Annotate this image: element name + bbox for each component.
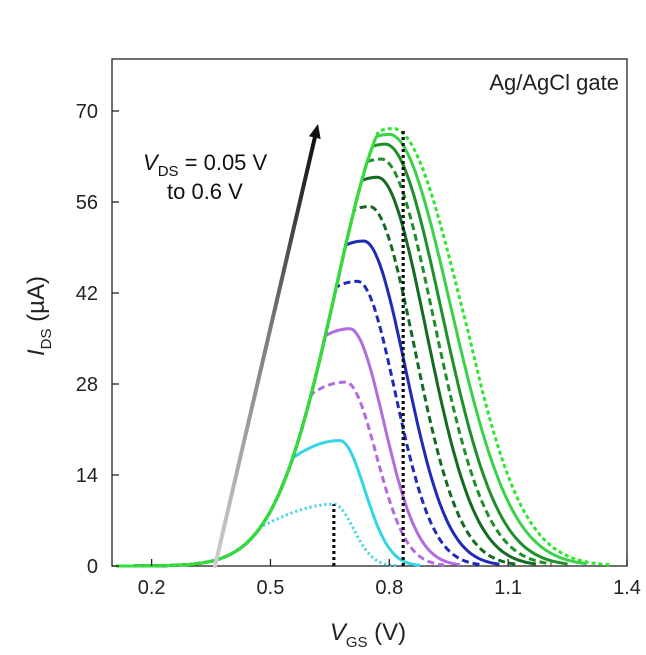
- x-tick-label: 0.5: [257, 577, 285, 599]
- y-axis-symbol: I: [23, 349, 50, 356]
- corner-label: Ag/AgCl gate: [489, 70, 619, 95]
- y-axis: 0 14 28 42 56 70: [76, 101, 119, 578]
- y-tick-label: 56: [76, 192, 98, 214]
- curve-vds: [116, 380, 445, 568]
- x-axis-symbol: V: [330, 619, 348, 646]
- vds-arrow: [213, 135, 317, 568]
- curve-vds: [116, 175, 537, 568]
- plot-area: VDS = 0.05 V to 0.6 V Ag/AgCl gate: [111, 58, 628, 568]
- x-axis-title: VGS (V): [330, 619, 406, 651]
- y-tick-label: 28: [76, 374, 98, 396]
- annotation-line-2: to 0.6 V: [167, 179, 243, 204]
- y-tick-label: 0: [87, 556, 98, 578]
- x-axis-unit: (V): [368, 619, 407, 646]
- plot-frame: [111, 58, 628, 567]
- x-axis: 0.2 0.5 0.8 1.1 1.4: [138, 559, 641, 599]
- curve-vds: [116, 205, 516, 568]
- x-tick-label: 1.1: [494, 577, 522, 599]
- curve-vds: [116, 142, 568, 568]
- reference-lines: [332, 130, 405, 566]
- x-axis-subscript: GS: [346, 634, 368, 651]
- annotation-range-start: = 0.05 V: [179, 150, 268, 175]
- curve-vds: [116, 439, 421, 568]
- y-tick-label: 14: [76, 465, 98, 487]
- annotation: VDS = 0.05 V to 0.6 V: [143, 124, 321, 568]
- y-tick-label: 70: [76, 101, 98, 123]
- y-axis-title: IDS (µA): [23, 276, 55, 356]
- series-layer: [116, 127, 611, 568]
- x-tick-label: 1.4: [613, 577, 641, 599]
- x-tick-label: 0.8: [375, 577, 403, 599]
- y-axis-unit: (µA): [23, 276, 50, 329]
- annotation-subscript: DS: [158, 163, 179, 180]
- annotation-symbol: V: [143, 150, 160, 175]
- curve-vds: [116, 127, 611, 568]
- annotation-line-1: VDS = 0.05 V: [143, 150, 268, 180]
- x-tick-label: 0.2: [138, 577, 166, 599]
- y-axis-subscript: DS: [38, 328, 55, 349]
- vds-arrowhead: [308, 124, 321, 139]
- y-tick-label: 42: [76, 283, 98, 305]
